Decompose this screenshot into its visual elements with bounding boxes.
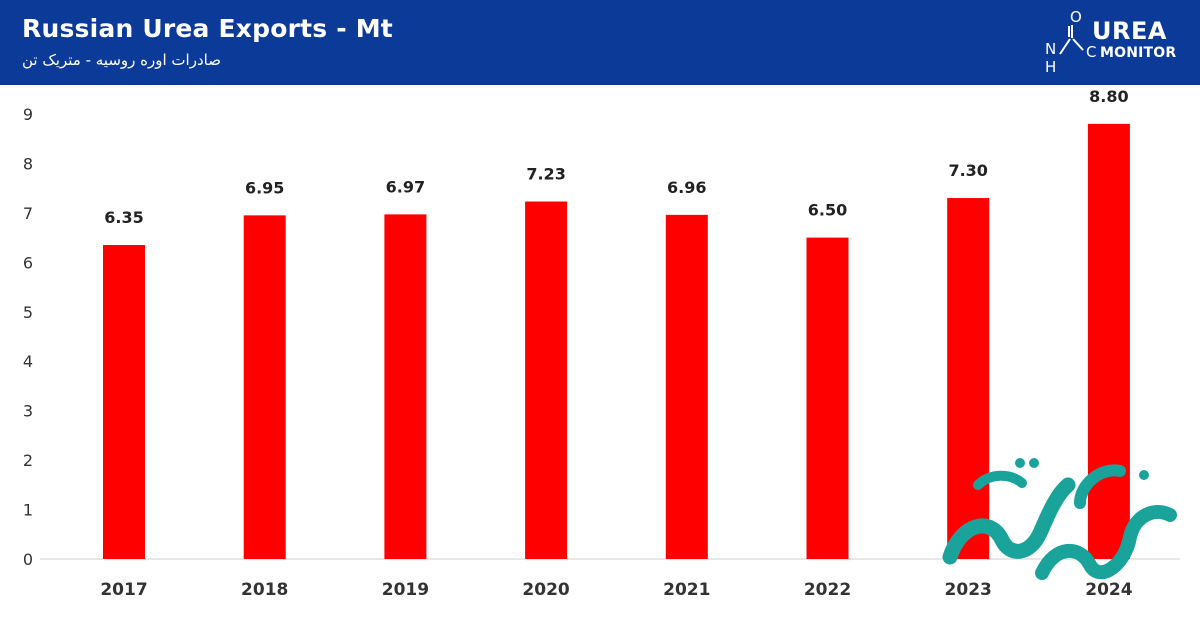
data-label-2018: 6.95 <box>245 178 284 197</box>
y-tick-label: 9 <box>23 105 33 124</box>
value-labels: 6.35 6.95 6.97 7.23 6.96 6.50 7.30 8.80 <box>104 87 1128 227</box>
bar-2024 <box>1087 123 1130 559</box>
urea-monitor-logo: O N H C <box>1045 8 1096 76</box>
y-tick-label: 4 <box>23 352 33 371</box>
bar-2021 <box>665 214 708 559</box>
bar-2018 <box>243 215 286 559</box>
y-tick-label: 6 <box>23 253 33 272</box>
data-label-2022: 6.50 <box>808 201 847 220</box>
chart-subtitle: صادرات اوره روسیه - متریک تن <box>22 51 221 69</box>
watermark-logo <box>942 458 1177 580</box>
bar-chart: 0 1 2 3 4 5 6 7 8 9 6.35 6.95 6.97 7.23 6.96 6.50 7.30 8… <box>23 87 1180 600</box>
y-tick-label: 7 <box>23 204 33 223</box>
x-tick-label-2019: 2019 <box>382 580 429 600</box>
x-tick-label-2018: 2018 <box>241 580 288 600</box>
logo-text-monitor: MONITOR <box>1100 45 1177 61</box>
data-label-2021: 6.96 <box>667 178 706 197</box>
x-axis-ticks: 2017 2018 2019 2020 2021 2022 2023 2024 <box>100 580 1132 600</box>
y-tick-label: 5 <box>23 303 33 322</box>
x-tick-label-2021: 2021 <box>663 580 710 600</box>
logo-letter-n: N <box>1045 40 1056 58</box>
logo-letter-o: O <box>1070 8 1082 26</box>
y-axis-ticks: 0 1 2 3 4 5 6 7 8 9 <box>23 105 33 569</box>
bar-2023 <box>947 198 990 560</box>
chart-header: Russian Urea Exports - Mt صادرات اوره رو… <box>0 0 1200 85</box>
bar-2020 <box>525 201 568 559</box>
logo-letter-c: C <box>1086 43 1096 61</box>
logo-text-urea: UREA <box>1092 17 1167 45</box>
bar-2022 <box>806 237 849 559</box>
data-label-2023: 7.30 <box>948 161 987 180</box>
bar-2017 <box>103 245 145 559</box>
x-tick-label-2017: 2017 <box>100 580 147 600</box>
y-tick-label: 2 <box>23 451 33 470</box>
bars <box>103 123 1130 560</box>
logo-letter-h: H <box>1045 58 1056 76</box>
y-tick-label: 3 <box>23 402 33 421</box>
data-label-2019: 6.97 <box>386 177 425 196</box>
x-tick-label-2020: 2020 <box>522 580 569 600</box>
x-tick-label-2023: 2023 <box>945 580 992 600</box>
data-label-2024: 8.80 <box>1089 87 1128 106</box>
bar-2019 <box>384 214 427 559</box>
x-tick-label-2022: 2022 <box>804 580 851 600</box>
y-tick-label: 8 <box>23 154 33 173</box>
data-label-2020: 7.23 <box>526 165 565 184</box>
x-tick-label-2024: 2024 <box>1085 580 1132 600</box>
y-tick-label: 0 <box>23 550 33 569</box>
y-tick-label: 1 <box>23 501 33 520</box>
data-label-2017: 6.35 <box>104 208 143 227</box>
chart-title: Russian Urea Exports - Mt <box>22 14 393 43</box>
